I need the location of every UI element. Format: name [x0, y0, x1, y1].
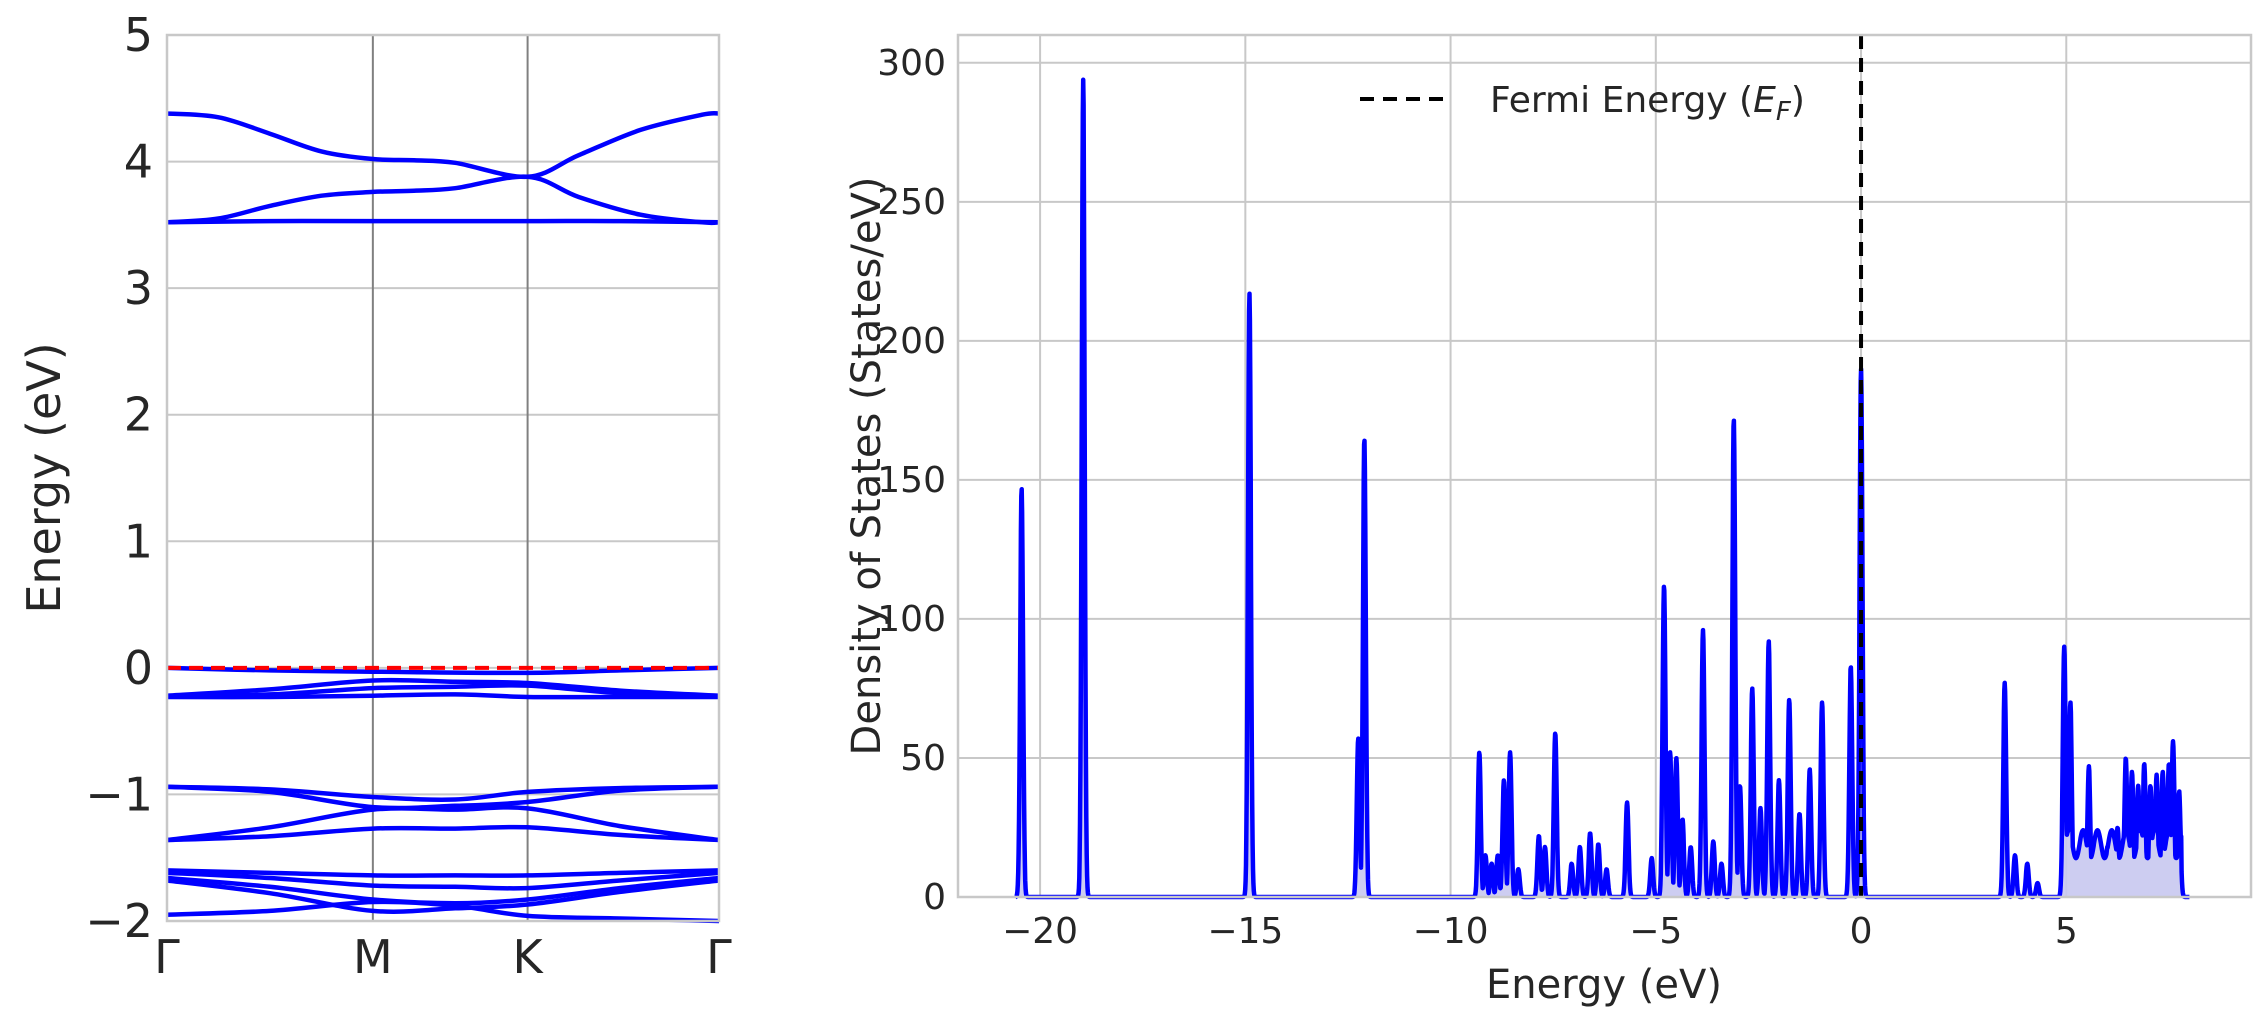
dos-y-tick-label-1: 50	[900, 738, 946, 779]
band-structure-panel: 5 4 3 2 1 0 −1 −2 Γ M K Γ Energy (eV)	[17, 8, 732, 984]
band-lines	[166, 110, 720, 924]
dos-y-tick-label-5: 250	[877, 182, 946, 223]
dos-x-tick-label-1: −15	[1207, 911, 1283, 952]
dos-x-ticks: −20 −15 −10 −5 0 5	[1002, 911, 2078, 952]
band-y-tick-label-3: 2	[124, 388, 153, 442]
kpoint-label-3: Γ	[706, 930, 732, 984]
band-y-axis-label: Energy (eV)	[17, 342, 71, 613]
band-line-8	[166, 784, 720, 811]
band-y-tick-label-4: 1	[124, 514, 153, 568]
band-y-ticks: 5 4 3 2 1 0 −1 −2	[85, 8, 153, 948]
legend-fermi-label: Fermi Energy (EF)	[1490, 80, 1805, 127]
dos-x-tick-label-5: 5	[2055, 911, 2078, 952]
band-y-tick-label-1: 4	[124, 135, 153, 189]
band-line-3	[166, 665, 720, 676]
dos-gridlines	[958, 35, 2251, 898]
band-kpoint-lines	[371, 35, 529, 921]
dos-y-tick-label-4: 200	[877, 321, 946, 362]
band-line-2	[166, 218, 720, 225]
dos-legend: Fermi Energy (EF)	[1360, 80, 1805, 127]
dos-y-tick-label-6: 300	[877, 43, 946, 84]
dos-y-tick-label-3: 150	[877, 460, 946, 501]
kpoint-label-2: K	[513, 930, 545, 984]
dos-x-axis-label: Energy (eV)	[1486, 962, 1722, 1008]
dos-x-tick-label-2: −10	[1413, 911, 1489, 952]
band-line-10	[166, 824, 720, 843]
dos-plot-area	[958, 35, 2251, 897]
band-y-tick-label-2: 3	[124, 261, 153, 315]
band-line-12	[166, 870, 720, 891]
band-line-5	[166, 683, 720, 698]
dos-y-axis-label: Density of States (States/eV)	[844, 177, 890, 756]
band-line-15	[166, 899, 720, 924]
dos-y-tick-label-2: 100	[877, 599, 946, 640]
band-line-1	[166, 174, 720, 226]
band-plot-area	[167, 35, 719, 921]
dos-y-tick-label-0: 0	[923, 877, 946, 918]
band-y-tick-label-0: 5	[124, 8, 153, 62]
band-line-11	[166, 868, 720, 878]
kpoint-label-0: Γ	[154, 930, 180, 984]
dos-x-tick-label-4: 0	[1850, 911, 1873, 952]
dos-plot-frame	[956, 33, 2253, 899]
band-line-9	[166, 805, 720, 843]
band-plot-frame	[165, 33, 721, 923]
band-line-7	[166, 784, 720, 802]
band-y-tick-label-6: −1	[85, 767, 153, 821]
band-line-6	[166, 692, 719, 700]
dos-x-tick-label-0: −20	[1002, 911, 1078, 952]
band-line-14	[166, 878, 720, 914]
band-line-4	[166, 677, 720, 698]
dos-y-ticks: 0 50 100 150 200 250 300	[877, 43, 946, 918]
dos-panel: 0 50 100 150 200 250 300 −20 −15 −10 −5 0 5 Energy …	[844, 33, 2253, 1008]
band-y-tick-label-7: −2	[85, 894, 153, 948]
kpoint-label-1: M	[353, 930, 393, 984]
band-line-0	[166, 110, 720, 180]
dos-x-tick-label-3: −5	[1629, 911, 1682, 952]
band-y-tick-label-5: 0	[124, 641, 153, 695]
